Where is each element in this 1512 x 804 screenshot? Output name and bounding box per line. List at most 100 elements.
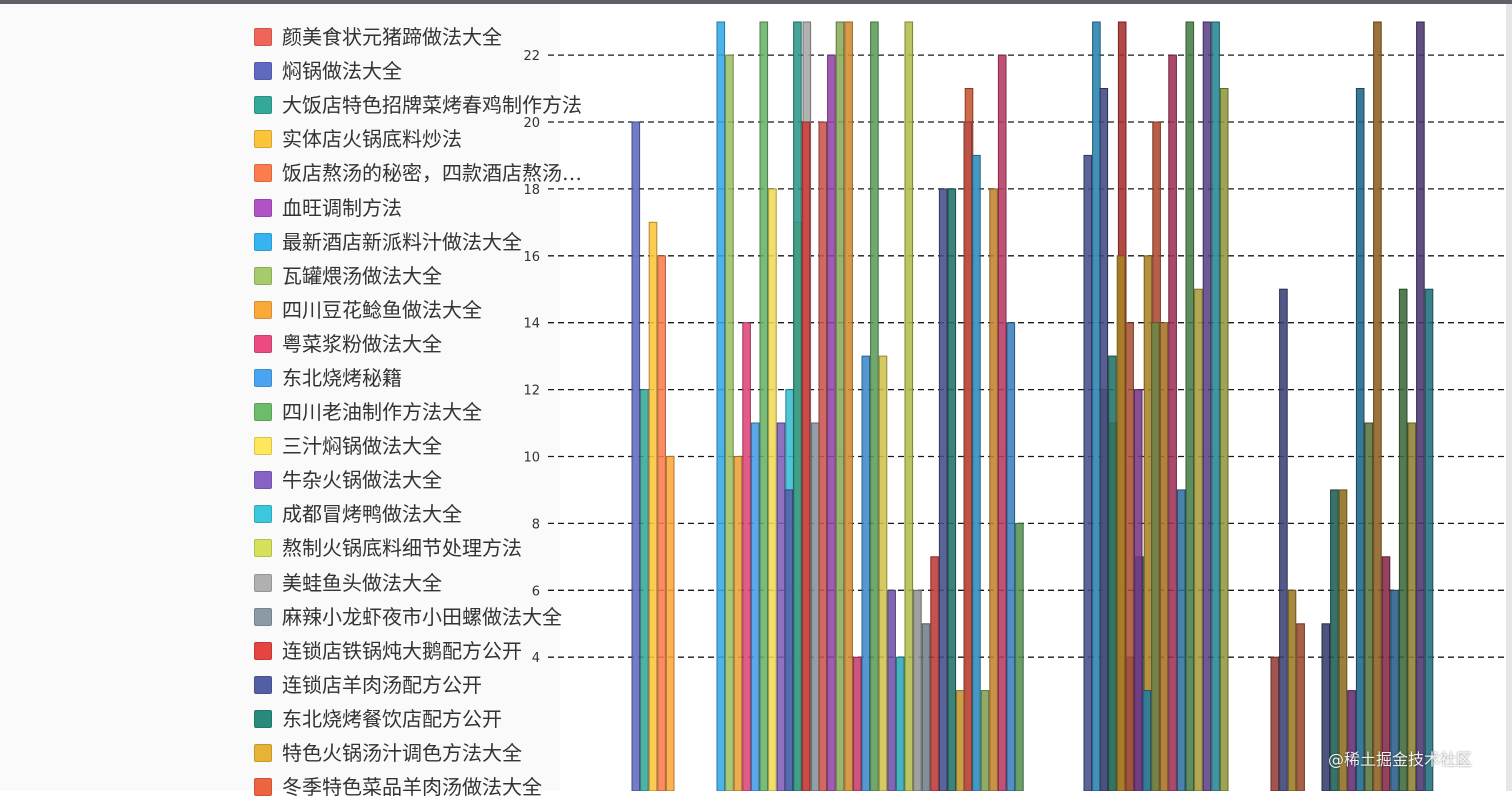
legend-item[interactable]: 特色火锅汤汁调色方法大全	[254, 736, 634, 770]
bar[interactable]	[844, 21, 853, 791]
bar[interactable]	[1116, 255, 1126, 791]
bar[interactable]	[1287, 589, 1297, 791]
legend-item[interactable]: 焖锅做法大全	[254, 54, 634, 88]
bar[interactable]	[1142, 690, 1152, 791]
bar[interactable]	[1330, 489, 1339, 791]
legend-item[interactable]: 成都冒烤鸭做法大全	[254, 497, 634, 531]
legend-item[interactable]: 连锁店羊肉汤配方公开	[254, 668, 634, 702]
legend-item[interactable]: 美蛙鱼头做法大全	[254, 566, 634, 600]
bar[interactable]	[784, 489, 794, 791]
bar[interactable]	[913, 589, 922, 791]
bar[interactable]	[801, 121, 811, 791]
bar[interactable]	[793, 21, 802, 791]
bar[interactable]	[657, 255, 666, 791]
bar[interactable]	[733, 456, 743, 792]
legend-item[interactable]: 颜美食状元猪蹄做法大全	[254, 20, 634, 54]
bar[interactable]	[1202, 21, 1212, 791]
bar[interactable]	[725, 54, 734, 791]
bar[interactable]	[972, 154, 981, 791]
scrollbar-track[interactable]	[1506, 4, 1512, 791]
bar[interactable]	[1373, 21, 1382, 791]
bar[interactable]	[1194, 288, 1203, 791]
legend-item[interactable]: 四川豆花鲶鱼做法大全	[254, 293, 634, 327]
bar[interactable]	[1407, 422, 1417, 791]
bar[interactable]	[716, 21, 726, 791]
bar[interactable]	[963, 121, 973, 791]
bar[interactable]	[1092, 21, 1101, 791]
legend-item[interactable]: 麻辣小龙虾夜市小田螺做法大全	[254, 600, 634, 634]
legend-item[interactable]: 饭店熬汤的秘密，四款酒店熬汤…	[254, 156, 634, 190]
bar[interactable]	[1270, 656, 1280, 791]
bar[interactable]	[811, 422, 820, 791]
legend-item[interactable]: 四川老油制作方法大全	[254, 395, 634, 429]
bar[interactable]	[1159, 322, 1169, 791]
bar[interactable]	[861, 355, 871, 791]
bar[interactable]	[1347, 690, 1356, 791]
bar[interactable]	[1083, 154, 1093, 791]
bar[interactable]	[759, 21, 769, 791]
bar[interactable]	[1338, 489, 1348, 791]
bar[interactable]	[1321, 623, 1331, 791]
bar[interactable]	[742, 322, 751, 791]
bar[interactable]	[1168, 54, 1177, 791]
bar[interactable]	[1006, 322, 1016, 791]
y-tick-label: 6	[532, 584, 540, 599]
bar[interactable]	[827, 54, 836, 791]
legend-item[interactable]: 牛杂火锅做法大全	[254, 463, 634, 497]
legend-label: 三汁焖锅做法大全	[282, 435, 442, 458]
bar[interactable]	[989, 188, 998, 791]
bar[interactable]	[878, 355, 888, 791]
bar[interactable]	[665, 456, 675, 792]
legend-swatch	[254, 539, 272, 558]
bar[interactable]	[1279, 288, 1288, 791]
bar[interactable]	[980, 690, 990, 791]
legend-item[interactable]: 东北烧烤餐饮店配方公开	[254, 702, 634, 736]
bar[interactable]	[895, 656, 905, 791]
bar[interactable]	[930, 556, 939, 791]
legend-item[interactable]: 粤菜浆粉做法大全	[254, 327, 634, 361]
bar[interactable]	[818, 121, 828, 791]
bar[interactable]	[1416, 21, 1425, 791]
bar[interactable]	[1125, 322, 1134, 791]
bar[interactable]	[870, 21, 879, 791]
bar[interactable]	[904, 21, 914, 791]
bar[interactable]	[1108, 355, 1117, 791]
bar[interactable]	[776, 422, 786, 791]
bar[interactable]	[1185, 21, 1195, 791]
bar[interactable]	[1133, 389, 1143, 791]
legend-item[interactable]: 熬制火锅底料细节处理方法	[254, 531, 634, 565]
bar[interactable]	[1398, 288, 1408, 791]
legend-item[interactable]: 大饭店特色招牌菜烤春鸡制作方法	[254, 88, 634, 122]
bar[interactable]	[956, 690, 965, 791]
legend-item[interactable]: 东北烧烤秘籍	[254, 361, 634, 395]
bar[interactable]	[1099, 88, 1109, 792]
bar[interactable]	[1015, 522, 1024, 791]
legend-item[interactable]: 血旺调制方法	[254, 190, 634, 224]
bar[interactable]	[640, 389, 649, 791]
bar[interactable]	[1176, 489, 1186, 791]
bar[interactable]	[1355, 88, 1365, 792]
bar[interactable]	[750, 422, 760, 791]
bar[interactable]	[835, 21, 845, 791]
legend-item[interactable]: 冬季特色菜品羊肉汤做法大全	[254, 770, 634, 804]
bar[interactable]	[938, 188, 948, 791]
bar[interactable]	[947, 188, 957, 791]
bar[interactable]	[887, 589, 896, 791]
bar[interactable]	[1219, 88, 1229, 792]
legend-item[interactable]: 实体店火锅底料炒法	[254, 122, 634, 156]
bar[interactable]	[1151, 322, 1160, 791]
bar[interactable]	[631, 121, 641, 791]
bar[interactable]	[997, 54, 1007, 791]
legend-item[interactable]: 最新酒店新派料汁做法大全	[254, 225, 634, 259]
bar[interactable]	[1364, 422, 1374, 791]
legend-item[interactable]: 三汁焖锅做法大全	[254, 429, 634, 463]
bar[interactable]	[1424, 288, 1434, 791]
bar[interactable]	[852, 656, 862, 791]
bar[interactable]	[1296, 623, 1305, 791]
bar[interactable]	[1211, 21, 1220, 791]
bar[interactable]	[768, 188, 777, 791]
bar[interactable]	[921, 623, 931, 791]
bar[interactable]	[648, 221, 658, 791]
legend-item[interactable]: 瓦罐煨汤做法大全	[254, 259, 634, 293]
legend-item[interactable]: 连锁店铁锅炖大鹅配方公开	[254, 634, 634, 668]
